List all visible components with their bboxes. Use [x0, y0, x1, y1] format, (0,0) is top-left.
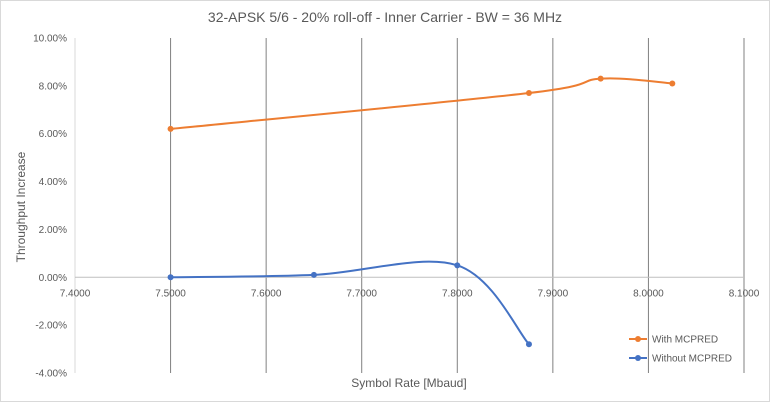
x-tick-label: 7.5000 — [155, 288, 186, 299]
x-tick-label: 7.9000 — [538, 288, 569, 299]
x-tick-label: 7.8000 — [442, 288, 473, 299]
legend-label-1: With MCPRED — [652, 335, 718, 346]
series-lines — [167, 75, 676, 348]
series-1-point — [167, 125, 174, 132]
y-tick-label: 6.00% — [39, 129, 67, 140]
series-line-2 — [170, 260, 530, 345]
x-tick-label: 7.6000 — [251, 288, 282, 299]
y-tick-label: -2.00% — [35, 321, 67, 332]
legend: With MCPRED Without MCPRED — [629, 335, 732, 365]
y-tick-label: 4.00% — [39, 177, 67, 188]
chart-title: 32-APSK 5/6 - 20% roll-off - Inner Carri… — [208, 9, 562, 25]
y-tick-label: -4.00% — [35, 369, 67, 380]
legend-label-2: Without MCPRED — [652, 354, 732, 365]
y-tick-label: 10.00% — [33, 34, 67, 45]
y-tick-label: 8.00% — [39, 81, 67, 92]
series-line-1 — [170, 77, 673, 130]
x-tick-label: 7.4000 — [60, 288, 91, 299]
series-2-point — [454, 262, 461, 269]
grid-lines — [170, 38, 745, 373]
series-2-point — [167, 274, 174, 281]
y-axis-title: Throughput Increase — [14, 151, 28, 262]
x-axis-title: Symbol Rate [Mbaud] — [351, 376, 466, 390]
series-1-point — [669, 80, 676, 87]
x-tick-label: 8.1000 — [729, 288, 760, 299]
series-2-point — [310, 271, 317, 278]
y-tick-label: 2.00% — [39, 225, 67, 236]
legend-marker-2 — [635, 355, 641, 361]
series-1-point — [525, 90, 532, 97]
x-tick-label: 7.7000 — [346, 288, 377, 299]
series-2-point — [525, 341, 532, 348]
axes: 7.4000 7.5000 7.6000 7.7000 7.8000 7.9000 8.00… — [33, 34, 760, 380]
series-1-point — [597, 75, 604, 82]
legend-marker-1 — [635, 336, 641, 342]
y-tick-label: 0.00% — [39, 273, 67, 284]
x-tick-label: 8.0000 — [633, 288, 664, 299]
